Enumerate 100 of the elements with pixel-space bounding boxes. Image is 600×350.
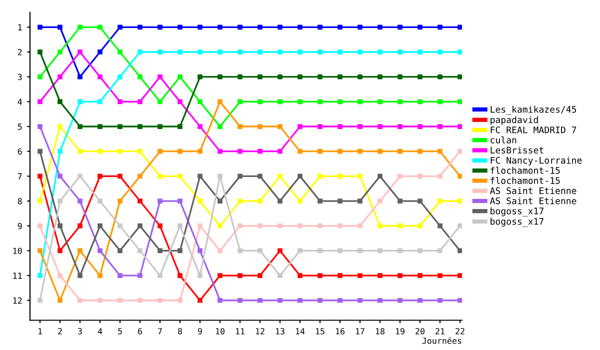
point (258, 99, 262, 104)
point (258, 124, 262, 129)
x-tick-label: 15 (316, 328, 324, 334)
point (138, 24, 142, 30)
point (378, 223, 382, 228)
point (338, 74, 342, 80)
point (78, 223, 82, 228)
point (378, 148, 382, 154)
point (178, 273, 182, 278)
point (418, 223, 422, 228)
x-tick-label: 13 (276, 328, 284, 334)
legend-label: papadavid (490, 116, 538, 125)
point (158, 74, 162, 80)
point (438, 99, 442, 104)
point (358, 174, 362, 179)
point (378, 298, 382, 303)
point (398, 298, 402, 303)
point (438, 174, 442, 179)
point (318, 298, 322, 303)
point (38, 223, 42, 228)
point (418, 74, 422, 80)
point (158, 148, 162, 154)
point (118, 273, 122, 278)
point (238, 248, 242, 254)
point (318, 248, 322, 254)
point (438, 198, 442, 204)
point (278, 50, 282, 54)
point (358, 148, 362, 154)
point (278, 99, 282, 104)
point (358, 50, 362, 54)
point (138, 50, 142, 54)
point (238, 174, 242, 179)
point (98, 248, 102, 254)
point (458, 198, 462, 204)
x-tick-label: 5 (118, 328, 122, 334)
x-tick-label: 18 (376, 328, 384, 334)
point (158, 273, 162, 278)
point (438, 248, 442, 254)
point (218, 223, 222, 228)
point (278, 74, 282, 80)
point (418, 248, 422, 254)
point (218, 198, 222, 204)
point (318, 99, 322, 104)
point (38, 99, 42, 104)
point (338, 273, 342, 278)
point (418, 148, 422, 154)
point (78, 248, 82, 254)
point (98, 298, 102, 303)
point (358, 298, 362, 303)
point (298, 248, 302, 254)
point (98, 50, 102, 54)
x-tick-label: 8 (178, 328, 182, 334)
y-tick-label: 7 (18, 173, 22, 180)
y-tick-label: 12 (13, 297, 22, 304)
point (418, 273, 422, 278)
point (198, 174, 202, 179)
point (98, 148, 102, 154)
point (58, 99, 62, 104)
x-tick-label: 11 (236, 328, 244, 334)
point (78, 148, 82, 154)
point (358, 223, 362, 228)
x-axis-title: Journées (422, 337, 462, 344)
point (238, 298, 242, 303)
point (238, 74, 242, 80)
point (138, 174, 142, 179)
point (398, 50, 402, 54)
point (398, 74, 402, 80)
point (438, 273, 442, 278)
point (38, 50, 42, 54)
point (178, 298, 182, 303)
point (258, 74, 262, 80)
point (178, 24, 182, 30)
point (338, 124, 342, 129)
point (158, 50, 162, 54)
point (58, 50, 62, 54)
point (458, 74, 462, 80)
point (198, 50, 202, 54)
point (238, 198, 242, 204)
point (238, 24, 242, 30)
x-tick-label: 19 (396, 328, 404, 334)
point (358, 273, 362, 278)
point (318, 24, 322, 30)
point (258, 198, 262, 204)
point (278, 174, 282, 179)
point (178, 148, 182, 154)
point (58, 148, 62, 154)
point (398, 99, 402, 104)
x-tick-label: 10 (216, 328, 224, 334)
point (418, 298, 422, 303)
point (218, 74, 222, 80)
point (298, 50, 302, 54)
point (198, 74, 202, 80)
point (198, 99, 202, 104)
point (218, 273, 222, 278)
point (218, 124, 222, 129)
point (198, 273, 202, 278)
point (258, 148, 262, 154)
point (98, 198, 102, 204)
point (358, 99, 362, 104)
point (418, 198, 422, 204)
